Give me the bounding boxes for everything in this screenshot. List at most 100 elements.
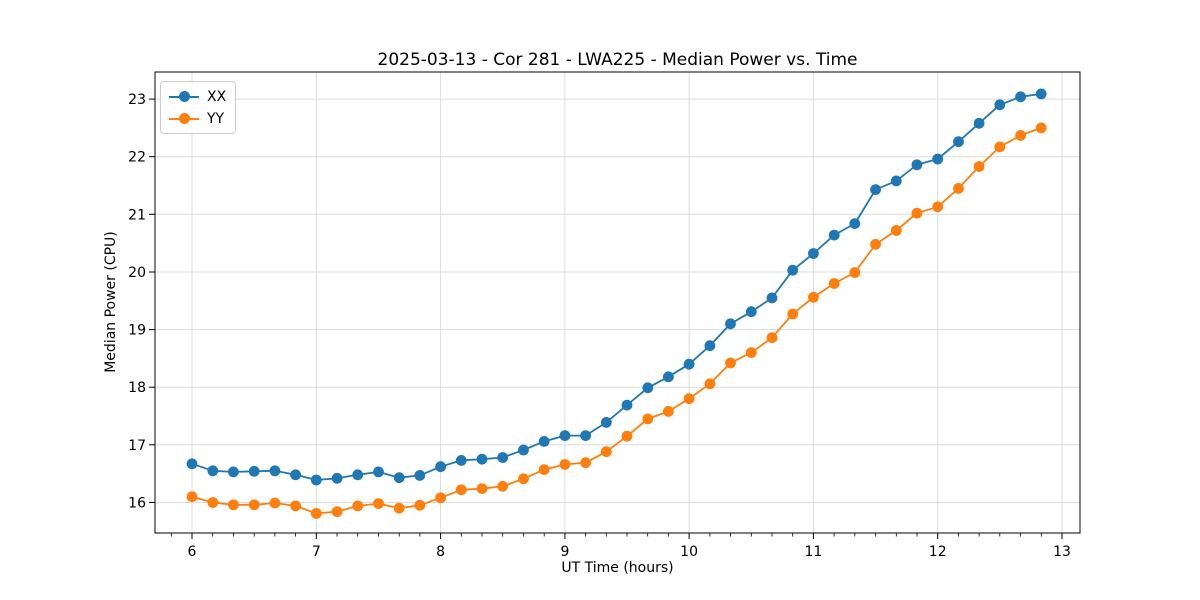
data-point-xx bbox=[911, 159, 923, 171]
data-point-yy bbox=[497, 480, 509, 492]
data-point-xx bbox=[704, 340, 716, 352]
y-axis-label: Median Power (CPU) bbox=[103, 231, 119, 373]
data-point-yy bbox=[704, 378, 716, 390]
data-point-xx bbox=[497, 452, 509, 463]
data-point-yy bbox=[518, 473, 529, 485]
data-point-yy bbox=[683, 393, 695, 405]
series-line-xx bbox=[191, 93, 1043, 481]
data-point-yy bbox=[870, 238, 881, 250]
data-point-yy bbox=[186, 491, 198, 503]
data-point-xx bbox=[787, 264, 799, 276]
data-point-xx bbox=[373, 466, 384, 478]
data-point-xx bbox=[331, 472, 343, 484]
data-point-xx bbox=[766, 292, 778, 304]
y-tick-label: 19 bbox=[128, 323, 146, 339]
data-point-xx bbox=[269, 465, 281, 477]
data-point-yy bbox=[373, 498, 384, 509]
data-point-yy bbox=[890, 225, 902, 236]
data-point-yy bbox=[269, 497, 281, 509]
x-tick-label: 7 bbox=[312, 544, 321, 560]
data-point-yy bbox=[1015, 130, 1026, 141]
data-point-xx bbox=[621, 399, 633, 411]
data-point-xx bbox=[248, 465, 260, 477]
legend-item-yy: YY bbox=[169, 109, 226, 128]
data-point-yy bbox=[310, 508, 322, 519]
data-point-xx bbox=[663, 371, 674, 383]
data-point-xx bbox=[393, 472, 405, 484]
chart-title: 2025-03-13 - Cor 281 - LWA225 - Median P… bbox=[377, 50, 858, 70]
data-point-xx bbox=[828, 229, 840, 241]
data-point-yy bbox=[642, 413, 654, 425]
data-point-yy bbox=[745, 347, 757, 358]
x-tick-label: 13 bbox=[1053, 544, 1071, 560]
legend-line-marker-sample-yy bbox=[169, 113, 199, 124]
data-point-xx bbox=[745, 306, 757, 318]
y-tick-label: 21 bbox=[128, 207, 146, 223]
legend-item-xx: XX bbox=[169, 87, 226, 106]
data-point-xx bbox=[414, 470, 426, 481]
data-point-yy bbox=[455, 484, 467, 496]
data-point-yy bbox=[621, 430, 633, 442]
data-point-yy bbox=[994, 141, 1006, 153]
data-point-yy bbox=[663, 406, 674, 417]
data-point-yy bbox=[953, 183, 964, 194]
data-point-yy bbox=[290, 500, 301, 512]
x-tick-label: 6 bbox=[188, 544, 197, 560]
data-point-xx bbox=[849, 218, 861, 230]
data-point-yy bbox=[932, 201, 944, 213]
y-tick-label: 20 bbox=[128, 265, 146, 281]
legend-line-marker-sample-xx bbox=[169, 91, 199, 102]
data-point-yy bbox=[352, 500, 364, 512]
data-point-xx bbox=[890, 175, 902, 187]
data-point-yy bbox=[393, 502, 405, 514]
data-point-xx bbox=[559, 430, 571, 441]
data-point-yy bbox=[911, 207, 923, 219]
data-point-yy bbox=[766, 332, 778, 344]
data-point-yy bbox=[228, 499, 239, 511]
x-axis-label: UT Time (hours) bbox=[561, 560, 674, 576]
data-point-xx bbox=[683, 358, 695, 370]
legend-label-xx: XX bbox=[207, 88, 227, 105]
x-tick-label: 8 bbox=[436, 544, 445, 560]
y-tick-label: 23 bbox=[128, 92, 146, 108]
data-point-xx bbox=[186, 458, 198, 470]
data-point-yy bbox=[828, 278, 840, 289]
data-point-yy bbox=[414, 499, 426, 511]
data-point-xx bbox=[973, 117, 985, 129]
data-point-xx bbox=[518, 444, 529, 456]
data-point-xx bbox=[455, 455, 467, 466]
data-point-yy bbox=[435, 492, 446, 504]
x-tick-label: 9 bbox=[560, 544, 569, 560]
data-point-xx bbox=[1015, 91, 1026, 103]
y-tick-label: 17 bbox=[128, 438, 146, 454]
data-point-yy bbox=[207, 497, 219, 508]
data-point-xx bbox=[310, 474, 322, 486]
data-point-yy bbox=[331, 506, 343, 518]
y-tick-label: 18 bbox=[128, 380, 146, 396]
data-point-xx bbox=[994, 99, 1006, 111]
data-point-xx bbox=[352, 469, 364, 481]
x-tick-label: 10 bbox=[680, 544, 698, 560]
legend-label-yy: YY bbox=[207, 110, 225, 127]
y-tick-label: 22 bbox=[128, 150, 146, 166]
data-point-xx bbox=[725, 318, 736, 330]
data-point-xx bbox=[870, 184, 881, 196]
data-point-xx bbox=[953, 136, 964, 148]
data-point-xx bbox=[580, 430, 591, 441]
data-point-yy bbox=[849, 267, 861, 278]
data-point-xx bbox=[476, 453, 488, 465]
data-point-xx bbox=[538, 436, 550, 447]
data-point-yy bbox=[808, 291, 819, 303]
legend: XX YY bbox=[160, 81, 237, 134]
data-point-xx bbox=[1035, 88, 1047, 100]
y-tick-label: 16 bbox=[128, 496, 146, 512]
data-point-xx bbox=[808, 248, 819, 259]
data-point-yy bbox=[1035, 122, 1047, 134]
data-point-yy bbox=[600, 446, 612, 458]
axes-frame bbox=[154, 71, 1081, 534]
data-point-yy bbox=[476, 483, 488, 494]
data-point-yy bbox=[538, 464, 550, 475]
data-point-xx bbox=[207, 465, 219, 477]
data-point-yy bbox=[559, 459, 571, 470]
